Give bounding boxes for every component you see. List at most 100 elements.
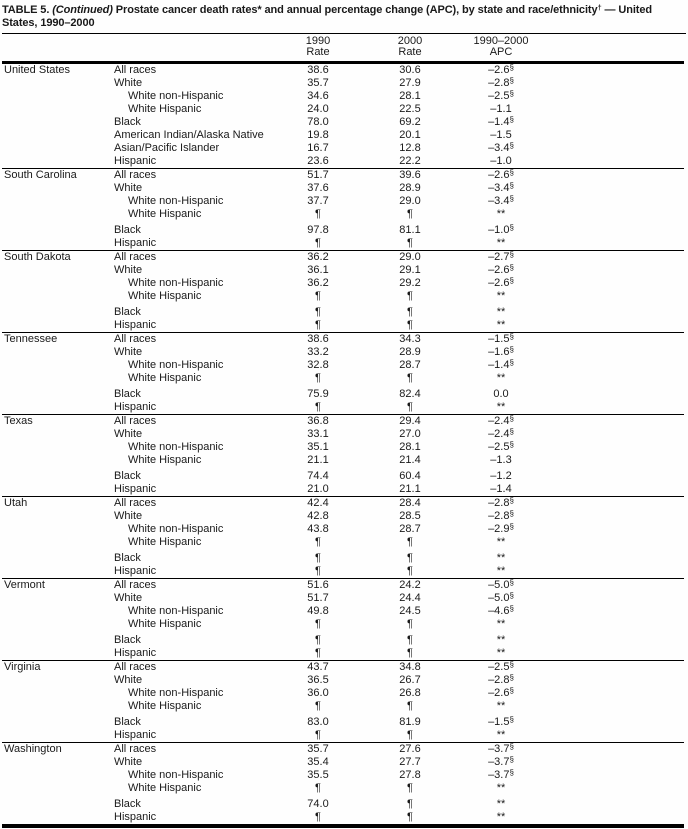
table-row: Utah All races 42.4 28.4 –2.8§ <box>2 496 684 510</box>
state-label <box>2 182 114 195</box>
table-row: White Hispanic ¶ ¶ ** <box>2 536 684 549</box>
state-label <box>2 129 114 142</box>
rate-2000-value: 28.5 <box>399 510 421 522</box>
race-label: Black <box>114 224 141 236</box>
apc-value: –1.0 <box>490 155 512 167</box>
apc-value: –2.6§ <box>458 168 544 182</box>
table-row: Black 75.9 82.4 0.0 <box>2 385 684 401</box>
state-label <box>2 116 114 129</box>
rate-1990-value: 36.2 <box>307 277 329 289</box>
state-label <box>2 142 114 155</box>
table-row: Hispanic 21.0 21.1 –1.4 <box>2 483 684 497</box>
dagger-footnote-marker: † <box>597 3 602 12</box>
rate-1990-value: 83.0 <box>307 716 329 728</box>
filler-column-header <box>544 34 684 64</box>
apc-value: –2.5§ <box>458 660 544 674</box>
table-row: White 51.7 24.4 –5.0§ <box>2 592 684 605</box>
apc-significance-marker: § <box>509 715 514 724</box>
rate-1990-value: 42.4 <box>274 496 362 510</box>
rate-2000-value: 28.9 <box>399 182 421 194</box>
state-label <box>2 303 114 319</box>
race-label: Hispanic <box>114 319 157 331</box>
apc-significance-marker: § <box>509 332 514 341</box>
race-label: White Hispanic <box>128 290 202 302</box>
row-filler <box>544 116 684 129</box>
rate-2000-value: ¶ <box>407 647 413 659</box>
table-row: Hispanic 23.6 22.2 –1.0 <box>2 155 684 169</box>
rate-2000-value: ¶ <box>407 536 413 548</box>
rate-2000-value: ¶ <box>407 634 413 646</box>
rate-1990-value: 75.9 <box>307 388 329 400</box>
race-label: Hispanic <box>114 811 157 823</box>
row-filler <box>544 168 684 182</box>
apc-value: –2.6§ <box>488 687 514 699</box>
race-label: All races <box>114 660 274 674</box>
apc-value: –3.4§ <box>488 142 514 154</box>
apc-significance-marker: § <box>509 223 514 232</box>
row-filler <box>544 631 684 647</box>
rate-2000-value: 21.4 <box>399 454 421 466</box>
race-label: White <box>114 756 143 768</box>
state-label <box>2 756 114 769</box>
rate-2000-value: ¶ <box>407 319 413 331</box>
row-filler <box>544 401 684 415</box>
row-filler <box>544 536 684 549</box>
row-filler <box>544 769 684 782</box>
row-filler <box>544 496 684 510</box>
state-label <box>2 467 114 483</box>
rate-1990-value: 35.1 <box>307 441 329 453</box>
row-filler <box>544 700 684 713</box>
table-row: White Hispanic ¶ ¶ ** <box>2 782 684 795</box>
table-row: United States All races 38.6 30.6 –2.6§ <box>2 63 684 78</box>
rate-2000-value: 29.0 <box>362 250 458 264</box>
race-label: White non-Hispanic <box>128 195 224 207</box>
state-label <box>2 346 114 359</box>
state-label <box>2 221 114 237</box>
apc-significance-marker: § <box>509 90 514 98</box>
rate-1990-value: 38.6 <box>274 332 362 346</box>
apc-value: –3.4§ <box>488 195 514 207</box>
rate-2000-value: 27.6 <box>362 742 458 756</box>
state-label: Texas <box>2 414 114 428</box>
apc-significance-marker: § <box>509 592 514 600</box>
table-row: Hispanic ¶ ¶ ** <box>2 401 684 415</box>
state-label <box>2 372 114 385</box>
table-row: Black 78.0 69.2 –1.4§ <box>2 116 684 129</box>
row-filler <box>544 687 684 700</box>
rate-1990-value: 36.1 <box>307 264 329 276</box>
state-label <box>2 155 114 169</box>
rate-1990-value: 19.8 <box>307 129 329 141</box>
apc-value: ** <box>496 536 506 548</box>
table-header: 1990 Rate 2000 Rate 1990–2000 APC <box>2 34 684 64</box>
row-filler <box>544 290 684 303</box>
table-title-text: Prostate cancer death rates* and annual … <box>112 4 598 16</box>
state-label <box>2 441 114 454</box>
race-label: White Hispanic <box>128 782 202 794</box>
table-row: White non-Hispanic 35.5 27.8 –3.7§ <box>2 769 684 782</box>
race-label: Hispanic <box>114 401 157 413</box>
rate-2000-value: 29.1 <box>399 264 421 276</box>
apc-value: –1.4§ <box>488 116 514 128</box>
rate-1990-value: ¶ <box>315 306 321 318</box>
row-filler <box>544 359 684 372</box>
table-row: Tennessee All races 38.6 34.3 –1.5§ <box>2 332 684 346</box>
state-label <box>2 631 114 647</box>
table-row: Black 74.0 ¶ ** <box>2 795 684 811</box>
rate-1990-value: 74.4 <box>307 470 329 482</box>
race-label: White <box>114 182 143 194</box>
race-label: Hispanic <box>114 483 157 495</box>
rate-2000-value: 81.1 <box>399 224 421 236</box>
race-label: White <box>114 592 143 604</box>
row-filler <box>544 713 684 729</box>
apc-significance-marker: § <box>509 77 514 85</box>
state-label <box>2 237 114 251</box>
row-filler <box>544 155 684 169</box>
state-label <box>2 565 114 579</box>
race-label: White <box>114 346 143 358</box>
rate-2000-value: ¶ <box>407 290 413 302</box>
race-label: All races <box>114 742 274 756</box>
rate-1990-value: 42.8 <box>307 510 329 522</box>
rate-2000-value: ¶ <box>407 618 413 630</box>
row-filler <box>544 483 684 497</box>
row-filler <box>544 208 684 221</box>
